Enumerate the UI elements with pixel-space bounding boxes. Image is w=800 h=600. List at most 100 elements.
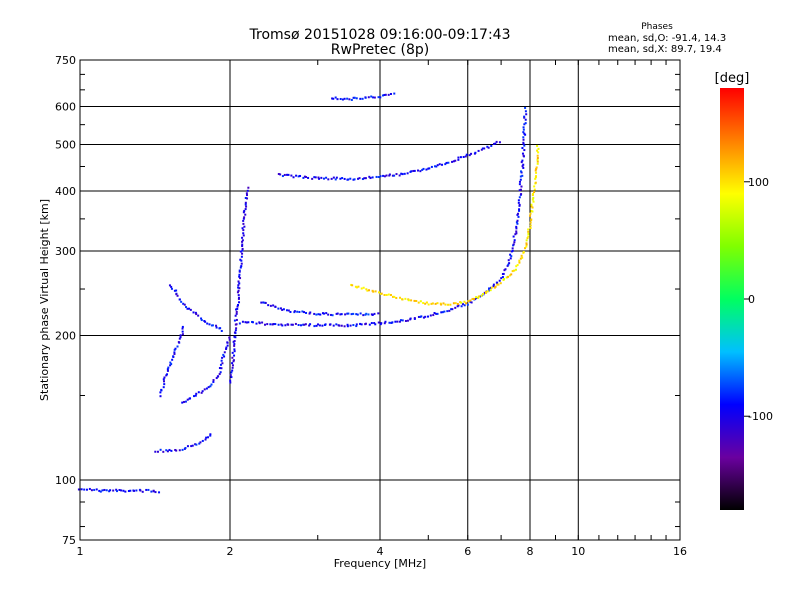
data-point xyxy=(529,214,532,217)
data-point xyxy=(490,144,493,147)
data-point xyxy=(432,314,435,317)
data-point xyxy=(241,240,244,243)
data-point xyxy=(431,302,434,305)
data-point xyxy=(195,313,198,316)
data-point xyxy=(229,381,232,384)
data-point xyxy=(456,302,459,305)
data-point xyxy=(108,490,111,493)
data-point xyxy=(526,237,529,240)
data-point xyxy=(416,169,419,172)
data-point xyxy=(367,289,370,292)
data-point xyxy=(516,213,519,216)
data-point xyxy=(177,341,180,344)
data-point xyxy=(520,185,523,188)
data-point xyxy=(237,286,240,289)
data-point xyxy=(406,319,409,322)
data-point xyxy=(518,209,521,212)
data-point xyxy=(297,175,300,178)
data-point xyxy=(335,323,338,326)
data-point xyxy=(322,312,325,315)
data-point xyxy=(392,295,395,298)
data-point xyxy=(442,302,445,305)
data-point xyxy=(233,350,236,353)
data-point xyxy=(365,288,368,291)
data-point xyxy=(183,303,186,306)
data-point xyxy=(167,366,170,369)
data-point xyxy=(399,296,402,299)
data-point xyxy=(182,302,185,305)
data-point xyxy=(494,142,497,145)
data-point xyxy=(317,176,320,179)
data-point xyxy=(346,325,349,328)
data-point xyxy=(356,313,359,316)
data-point xyxy=(516,264,519,267)
data-point xyxy=(463,304,466,307)
data-point xyxy=(231,356,234,359)
data-point xyxy=(239,266,242,269)
x-tick-label: 4 xyxy=(377,545,384,558)
data-point xyxy=(339,313,342,316)
data-point xyxy=(159,391,162,394)
data-point xyxy=(241,227,244,230)
data-point xyxy=(353,178,356,181)
data-point xyxy=(434,302,437,305)
data-point xyxy=(105,489,108,492)
data-point xyxy=(462,155,465,158)
data-point xyxy=(241,249,244,252)
data-point xyxy=(320,176,323,179)
data-point xyxy=(174,347,177,350)
data-point xyxy=(145,488,148,491)
data-point xyxy=(280,323,283,326)
data-point xyxy=(277,323,280,326)
data-point xyxy=(522,128,525,131)
data-point xyxy=(459,301,462,304)
data-point xyxy=(536,160,539,163)
data-point xyxy=(201,390,204,393)
data-point xyxy=(523,123,526,126)
data-point xyxy=(198,442,201,445)
data-point xyxy=(355,313,358,316)
data-point xyxy=(522,163,525,166)
data-point xyxy=(231,369,234,372)
data-point xyxy=(189,397,192,400)
data-point xyxy=(206,322,209,325)
data-point xyxy=(388,174,391,177)
data-point xyxy=(357,285,360,288)
data-point xyxy=(436,164,439,167)
data-point xyxy=(511,247,514,250)
data-point xyxy=(512,243,515,246)
data-point xyxy=(77,488,80,491)
data-point xyxy=(529,221,532,224)
data-point xyxy=(535,166,538,169)
data-point xyxy=(287,309,290,312)
data-point xyxy=(269,323,272,326)
data-point xyxy=(184,400,187,403)
data-point xyxy=(135,489,138,492)
data-point xyxy=(380,322,383,325)
data-point xyxy=(181,401,184,404)
data-point xyxy=(362,286,365,289)
data-point xyxy=(291,323,294,326)
data-point xyxy=(428,167,431,170)
data-point xyxy=(503,269,506,272)
data-point xyxy=(444,303,447,306)
data-point xyxy=(283,173,286,176)
data-point xyxy=(181,327,184,330)
data-point xyxy=(444,163,447,166)
data-point xyxy=(172,355,175,358)
data-point xyxy=(377,312,380,315)
data-point xyxy=(359,312,362,315)
data-point xyxy=(235,318,238,321)
data-point xyxy=(200,391,203,394)
data-point xyxy=(244,208,247,211)
data-point xyxy=(520,254,523,257)
data-point xyxy=(223,355,226,358)
data-point xyxy=(389,293,392,296)
data-point xyxy=(515,230,518,233)
data-point xyxy=(509,257,512,260)
data-point xyxy=(500,277,503,280)
data-point xyxy=(83,488,86,491)
data-point xyxy=(536,162,539,165)
data-point xyxy=(383,175,386,178)
data-point xyxy=(389,92,392,95)
